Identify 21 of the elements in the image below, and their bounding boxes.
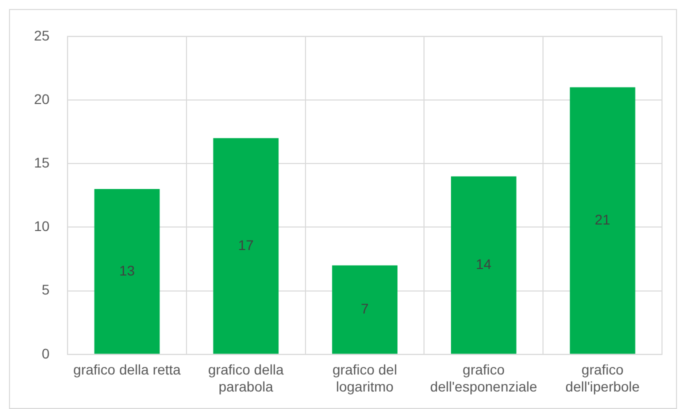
bar [450,176,516,354]
bar [94,189,160,354]
data-label: 21 [594,211,611,228]
data-label: 14 [476,256,492,272]
y-tick-label: 15 [34,154,50,170]
data-label: 13 [119,262,136,278]
x-tick-label: grafico dell'esponenziale [430,362,538,394]
y-tick-label: 10 [34,218,50,234]
x-tick-label: grafico della retta [73,362,181,378]
x-tick-label: grafico dell'iperbole [565,362,640,394]
y-tick-label: 5 [42,282,50,298]
data-label: 7 [360,300,369,316]
y-tick-label: 0 [42,345,50,362]
bar [213,138,279,354]
y-tick-label: 20 [34,90,50,107]
x-tick-label: grafico del logaritmo [332,362,398,394]
bar [570,87,636,354]
y-tick-label: 25 [34,27,50,44]
bar [332,265,398,354]
x-tick-label: grafico della parabola [208,362,284,394]
data-label: 17 [238,236,254,253]
